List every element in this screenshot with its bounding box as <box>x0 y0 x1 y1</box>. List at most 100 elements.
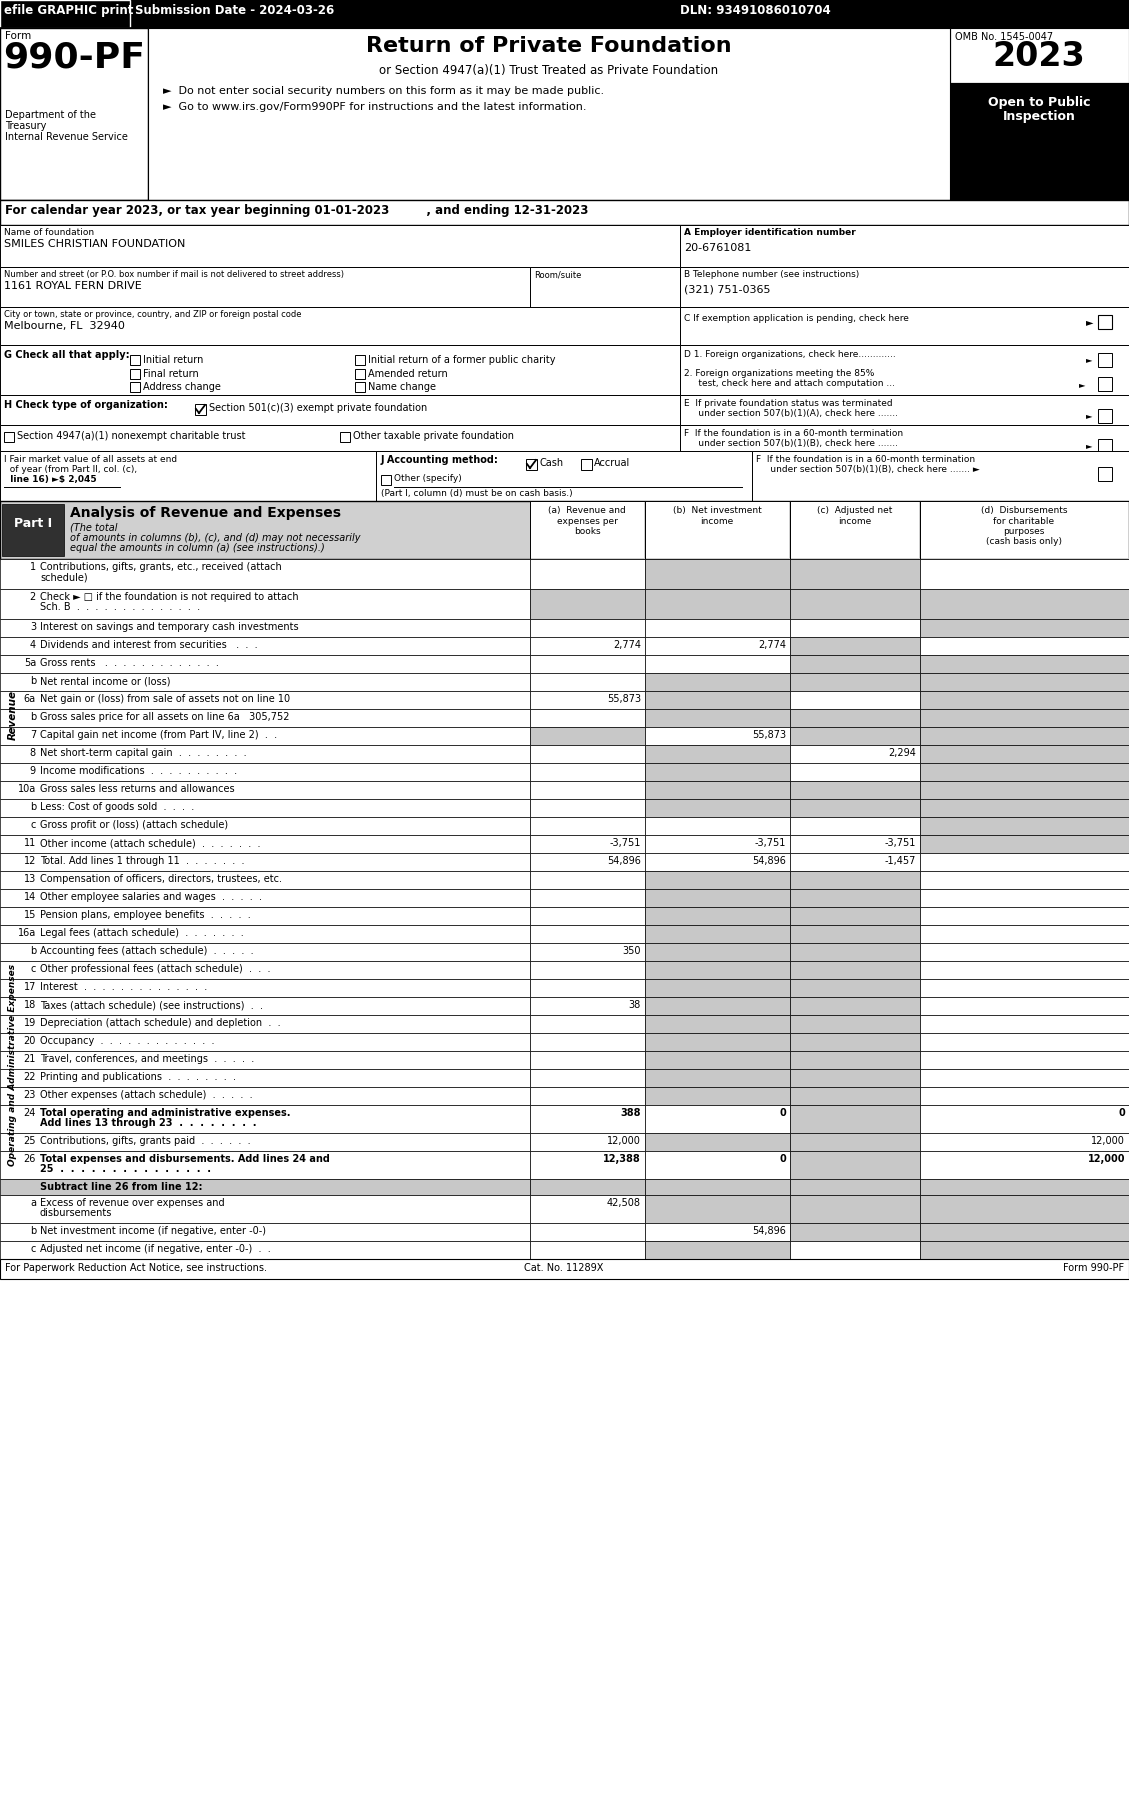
Text: Accrual: Accrual <box>594 458 630 467</box>
Bar <box>0 29 1129 200</box>
Text: 2: 2 <box>29 592 36 602</box>
Bar <box>530 744 645 762</box>
Bar <box>0 1196 530 1223</box>
Bar <box>530 654 645 672</box>
Text: 12: 12 <box>24 856 36 867</box>
Text: -1,457: -1,457 <box>885 856 916 867</box>
Text: (c)  Adjusted net: (c) Adjusted net <box>817 505 893 514</box>
Bar <box>920 816 1129 834</box>
Bar <box>530 690 645 708</box>
Text: Sch. B  .  .  .  .  .  .  .  .  .  .  .  .  .  .: Sch. B . . . . . . . . . . . . . . <box>40 602 200 611</box>
Bar <box>645 1106 790 1133</box>
Bar <box>530 888 645 906</box>
Bar <box>530 978 645 998</box>
Text: -3,751: -3,751 <box>754 838 786 849</box>
Text: Capital gain net income (from Part IV, line 2)  .  .: Capital gain net income (from Part IV, l… <box>40 730 277 741</box>
Bar <box>0 1133 530 1151</box>
Bar <box>920 834 1129 852</box>
Text: Other taxable private foundation: Other taxable private foundation <box>353 432 514 441</box>
Bar <box>0 307 680 345</box>
Text: (a)  Revenue and: (a) Revenue and <box>548 505 625 514</box>
Text: Depreciation (attach schedule) and depletion  .  .: Depreciation (attach schedule) and deple… <box>40 1018 281 1028</box>
Text: 7: 7 <box>29 730 36 741</box>
Bar <box>790 1106 920 1133</box>
Bar <box>645 654 790 672</box>
Text: 0: 0 <box>779 1154 786 1163</box>
Bar <box>1099 439 1112 453</box>
Bar <box>0 708 530 726</box>
Bar <box>920 1034 1129 1052</box>
Text: 12,388: 12,388 <box>603 1154 641 1163</box>
Text: Add lines 13 through 23  .  .  .  .  .  .  .  .: Add lines 13 through 23 . . . . . . . . <box>40 1118 256 1127</box>
Bar <box>790 1196 920 1223</box>
Bar <box>790 906 920 924</box>
Bar <box>646 502 789 557</box>
Bar <box>1099 467 1112 482</box>
Bar <box>526 458 537 469</box>
Text: (321) 751-0365: (321) 751-0365 <box>684 286 770 295</box>
Bar <box>790 590 920 619</box>
Bar <box>530 816 645 834</box>
Bar <box>790 816 920 834</box>
Text: Subtract line 26 from line 12:: Subtract line 26 from line 12: <box>40 1181 202 1192</box>
Bar <box>530 1196 645 1223</box>
Bar <box>920 852 1129 870</box>
Bar <box>645 924 790 942</box>
Text: a: a <box>30 1197 36 1208</box>
Text: b: b <box>29 1226 36 1235</box>
Text: Less: Cost of goods sold  .  .  .  .: Less: Cost of goods sold . . . . <box>40 802 194 813</box>
Bar <box>0 0 130 29</box>
Text: Total expenses and disbursements. Add lines 24 and: Total expenses and disbursements. Add li… <box>40 1154 330 1163</box>
Text: Cash: Cash <box>539 458 563 467</box>
Bar <box>790 762 920 780</box>
Bar <box>645 888 790 906</box>
Text: J Accounting method:: J Accounting method: <box>380 455 499 466</box>
Text: 13: 13 <box>24 874 36 885</box>
Text: Melbourne, FL  32940: Melbourne, FL 32940 <box>5 322 125 331</box>
Bar <box>920 708 1129 726</box>
Text: F  If the foundation is in a 60-month termination: F If the foundation is in a 60-month ter… <box>756 455 975 464</box>
Text: ►: ► <box>1086 316 1094 327</box>
Bar <box>920 1070 1129 1088</box>
Bar <box>645 1052 790 1070</box>
Text: City or town, state or province, country, and ZIP or foreign postal code: City or town, state or province, country… <box>5 309 301 318</box>
Bar <box>0 619 530 636</box>
Bar <box>530 870 645 888</box>
Bar <box>920 619 1129 636</box>
Bar <box>0 1106 530 1133</box>
Bar <box>0 636 530 654</box>
Text: (b)  Net investment: (b) Net investment <box>673 505 761 514</box>
Text: H Check type of organization:: H Check type of organization: <box>5 399 168 410</box>
Bar <box>791 502 919 557</box>
Bar <box>530 1179 645 1196</box>
Bar <box>645 852 790 870</box>
Bar <box>790 1133 920 1151</box>
Text: For calendar year 2023, or tax year beginning 01-01-2023         , and ending 12: For calendar year 2023, or tax year begi… <box>5 203 588 218</box>
Text: 16a: 16a <box>18 928 36 939</box>
Text: ►  Go to www.irs.gov/Form990PF for instructions and the latest information.: ► Go to www.irs.gov/Form990PF for instru… <box>163 102 586 111</box>
Bar <box>790 960 920 978</box>
Bar <box>0 762 530 780</box>
Bar <box>0 870 530 888</box>
Text: 18: 18 <box>24 1000 36 1010</box>
Bar <box>645 1179 790 1196</box>
Bar <box>920 1241 1129 1259</box>
Text: Compensation of officers, directors, trustees, etc.: Compensation of officers, directors, tru… <box>40 874 282 885</box>
Text: 25: 25 <box>24 1136 36 1145</box>
Bar <box>380 475 391 485</box>
Bar <box>645 708 790 726</box>
Text: Revenue: Revenue <box>8 690 18 741</box>
Bar <box>0 942 530 960</box>
Text: 54,896: 54,896 <box>752 856 786 867</box>
Text: 26: 26 <box>24 1154 36 1163</box>
Text: Net rental income or (loss): Net rental income or (loss) <box>40 676 170 687</box>
Bar <box>530 1088 645 1106</box>
Text: Other professional fees (attach schedule)  .  .  .: Other professional fees (attach schedule… <box>40 964 271 975</box>
Text: schedule): schedule) <box>40 572 88 583</box>
Bar <box>645 1223 790 1241</box>
Text: 5a: 5a <box>24 658 36 669</box>
Text: 2. Foreign organizations meeting the 85%: 2. Foreign organizations meeting the 85% <box>684 369 874 378</box>
Text: 1: 1 <box>29 563 36 572</box>
Text: 20: 20 <box>24 1036 36 1046</box>
Text: Gross sales less returns and allowances: Gross sales less returns and allowances <box>40 784 235 795</box>
